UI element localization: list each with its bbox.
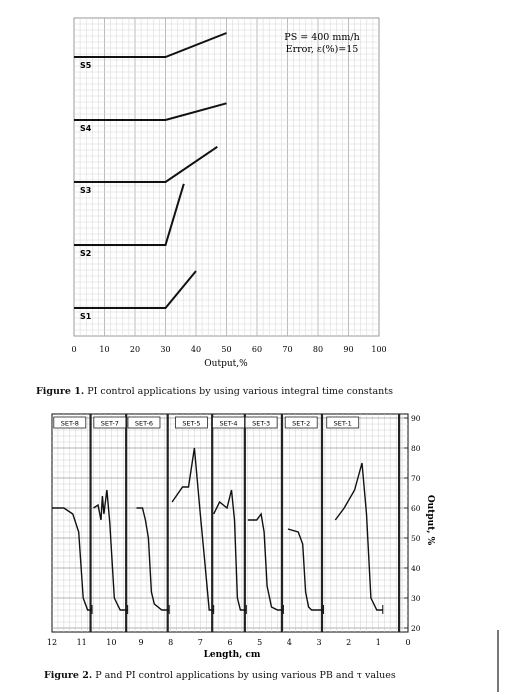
figure1-xtick-label: 20: [130, 345, 140, 354]
figure2-set-label-box: [244, 416, 278, 429]
figure2-set-label: SET-8: [61, 420, 79, 428]
figure2-xtick-label: 3: [316, 638, 321, 647]
figure1-xtick-label: 10: [99, 345, 109, 354]
figure2-xtick-label: 1: [376, 638, 381, 647]
figure2-set-label-box: [127, 416, 161, 429]
figure2-ytick-label: 50: [411, 534, 421, 543]
figure2-ytick-label: 90: [411, 414, 421, 423]
figure2-xtick-label: 11: [77, 638, 87, 647]
figure2-series-set-2: [287, 528, 324, 611]
figure1-annotation-line1: PS = 400 mm/h: [284, 32, 359, 43]
figure2-xtick-label: 6: [227, 638, 232, 647]
figure1-xtick-label: 60: [252, 345, 262, 354]
figure1-series-label-s1: S1: [80, 312, 92, 321]
figure2-set-label: SET-2: [292, 420, 310, 428]
figure2-series-set-1: [334, 462, 383, 611]
figure2-set-label: SET-4: [219, 420, 237, 428]
figure1-caption: Figure 1. PI control applications by usi…: [36, 386, 393, 397]
figure2-ytick-label: 40: [411, 564, 421, 573]
figure1-series-s2: [74, 183, 185, 246]
figure2-caption: Figure 2. P and PI control applications …: [44, 670, 396, 681]
figure2-xlabel: Length, cm: [204, 650, 261, 660]
figure1-series-s4: [74, 102, 227, 121]
figure2-ytick-label: 60: [411, 504, 421, 513]
figure2-series-set-4: [213, 489, 247, 611]
figure2-caption-label: Figure 2.: [44, 670, 93, 681]
figure2-set-label-box: [212, 416, 245, 429]
figure2-set-label-box: [93, 416, 127, 429]
figure2-caption-text: P and PI control applications by using v…: [92, 670, 396, 681]
figure1-series-s3: [74, 145, 218, 183]
figure2-lines: [52, 447, 384, 614]
figure2-series-set-8: [52, 507, 92, 611]
page-scrollbar[interactable]: [497, 630, 499, 692]
figure1-xtick-label: 100: [371, 345, 386, 354]
figure2-xtick-label: 2: [346, 638, 351, 647]
figure2-text: Length, cm Output, % SET-8 SET-7 SET-6 SET-…: [47, 414, 435, 660]
figure1-text: PS = 400 mm/h Error, ε(%)=15 Output,% S5…: [71, 32, 386, 369]
figure2-xtick-label: 0: [405, 638, 410, 647]
figure2-ytick-label: 70: [411, 474, 421, 483]
figure2-series-set-5: [171, 447, 214, 611]
figure1-series-label-s2: S2: [80, 249, 91, 258]
figure2-xtick-label: 12: [47, 638, 57, 647]
figure2-set-label-box: [53, 416, 87, 429]
figure2-xtick-label: 4: [287, 638, 292, 647]
figure1-xtick-label: 70: [282, 345, 292, 354]
figure2-plot-area: [51, 413, 409, 633]
figure1-xtick-label: 50: [221, 345, 231, 354]
figure1-series-s5: [74, 32, 227, 58]
figure1-annotation-line2: Error, ε(%)=15: [286, 44, 359, 55]
figure2-xtick-label: 5: [257, 638, 262, 647]
figure2-set-label-box: [284, 416, 318, 429]
figure1-series-label-s5: S5: [80, 61, 92, 70]
figure2-set-label: SET-1: [334, 420, 352, 428]
figure1-series-label-s3: S3: [80, 186, 91, 195]
figure1-xtick-label: 80: [313, 345, 323, 354]
figure1-xtick-label: 0: [71, 345, 76, 354]
figure2-xtick-label: 8: [168, 638, 173, 647]
figure2-series-set-7: [93, 489, 128, 611]
figure1-chart: PS = 400 mm/h Error, ε(%)=15 Output,% S5…: [71, 17, 387, 369]
figure2-ytick-label: 20: [411, 624, 421, 633]
figure2-set-label: SET-5: [182, 420, 200, 428]
figure2-set-label: SET-6: [135, 420, 153, 428]
figure2-xtick-label: 10: [106, 638, 116, 647]
figure1-lines: [74, 32, 227, 309]
figure2-series-set-6: [136, 507, 170, 611]
figure1-caption-label: Figure 1.: [36, 386, 85, 397]
figure2-xtick-label: 9: [138, 638, 143, 647]
figure2-xtick-label: 7: [198, 638, 203, 647]
figure2-series-set-3: [247, 512, 284, 611]
figure1-xtick-label: 40: [191, 345, 201, 354]
figure2-set-label: SET-3: [252, 420, 270, 428]
figure2-ylabel: Output, %: [425, 495, 435, 546]
figure2-ytick-label: 80: [411, 444, 421, 453]
figure2-grid: [51, 413, 409, 633]
figure1-caption-text: PI control applications by using various…: [84, 386, 393, 397]
figure1-grid: [73, 17, 380, 337]
figure2-set-label-box: [326, 416, 360, 429]
figure1-xtick-label: 90: [343, 345, 353, 354]
figure1-xtick-label: 30: [160, 345, 170, 354]
figure2-set-label-box: [175, 416, 208, 429]
figure1-xlabel: Output,%: [204, 359, 248, 369]
figure2-ytick-label: 30: [411, 594, 421, 603]
figure2-set-label: SET-7: [101, 420, 119, 428]
figure1-series-s1: [74, 270, 197, 309]
figure1-series-label-s4: S4: [80, 124, 92, 133]
